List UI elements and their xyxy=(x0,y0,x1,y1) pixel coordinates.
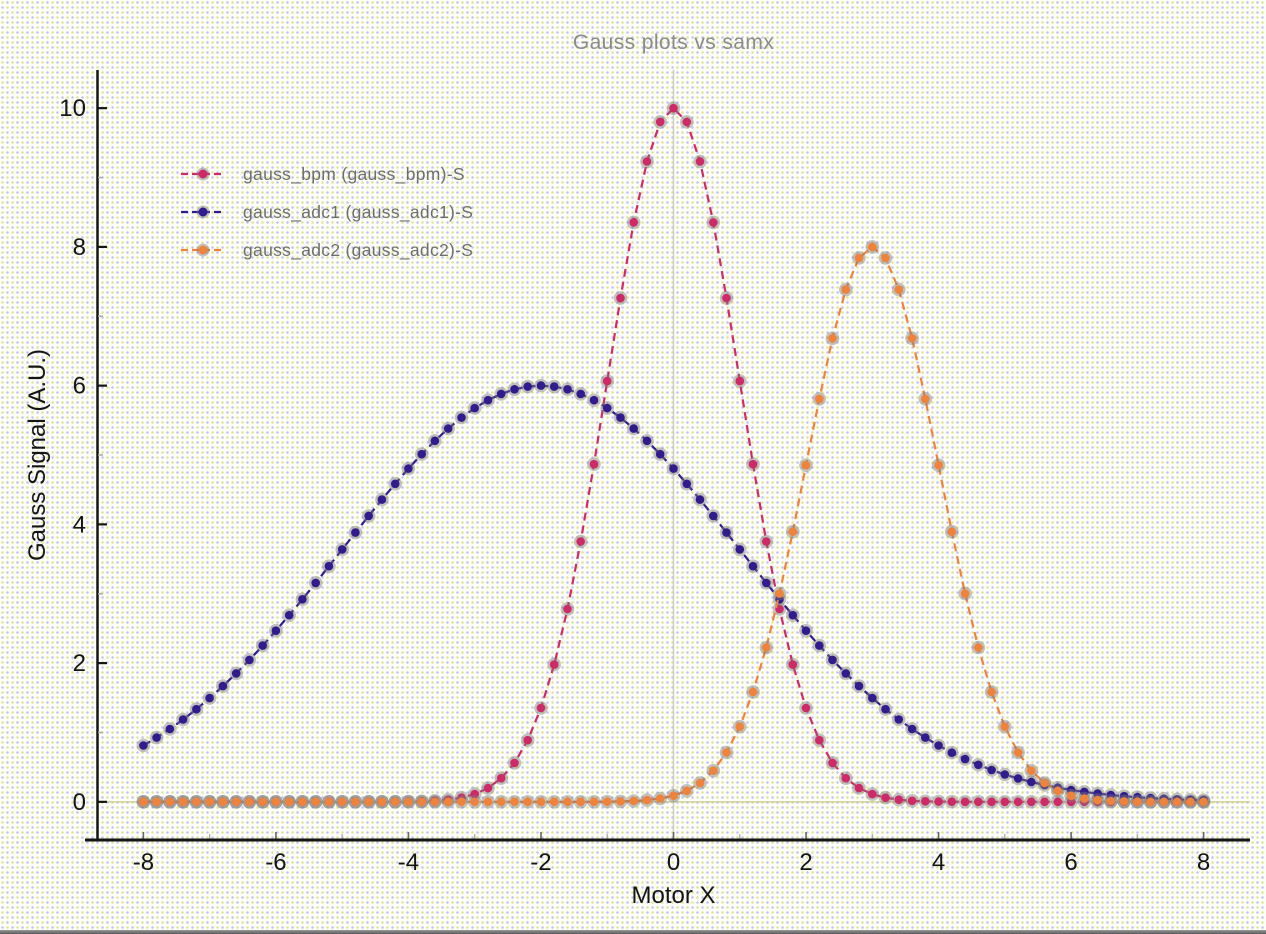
chart-title: Gauss plots vs samx xyxy=(572,31,775,54)
legend-line-marker-swatch xyxy=(181,167,225,181)
svg-text:6: 6 xyxy=(73,373,86,400)
legend-line-marker-swatch xyxy=(181,243,225,257)
legend-item-gauss-adc2[interactable]: gauss_adc2 (gauss_adc2)-S xyxy=(181,231,473,269)
svg-text:-6: -6 xyxy=(265,849,286,876)
legend-line-marker-swatch xyxy=(181,205,225,219)
svg-text:4: 4 xyxy=(932,849,945,876)
legend-item-gauss-bpm[interactable]: gauss_bpm (gauss_bpm)-S xyxy=(181,155,473,193)
svg-text:8: 8 xyxy=(73,234,86,261)
svg-text:-8: -8 xyxy=(133,849,154,876)
svg-text:-4: -4 xyxy=(398,849,419,876)
svg-text:8: 8 xyxy=(1197,849,1210,876)
bottom-window-edge xyxy=(0,930,1266,934)
legend-label: gauss_adc2 (gauss_adc2)-S xyxy=(243,239,474,260)
svg-text:4: 4 xyxy=(73,511,86,538)
svg-text:2: 2 xyxy=(73,650,86,677)
legend-item-gauss-adc1[interactable]: gauss_adc1 (gauss_adc1)-S xyxy=(181,193,473,231)
svg-text:-2: -2 xyxy=(530,849,551,876)
legend-label: gauss_bpm (gauss_bpm)-S xyxy=(243,163,465,184)
svg-text:10: 10 xyxy=(59,95,86,122)
legend: gauss_bpm (gauss_bpm)-S gauss_adc1 (gaus… xyxy=(181,155,473,269)
svg-text:0: 0 xyxy=(73,789,86,816)
legend-label: gauss_adc1 (gauss_adc1)-S xyxy=(243,201,474,222)
svg-text:2: 2 xyxy=(799,849,812,876)
svg-text:0: 0 xyxy=(667,849,680,876)
x-axis-label: Motor X xyxy=(631,882,716,909)
svg-text:6: 6 xyxy=(1064,849,1077,876)
